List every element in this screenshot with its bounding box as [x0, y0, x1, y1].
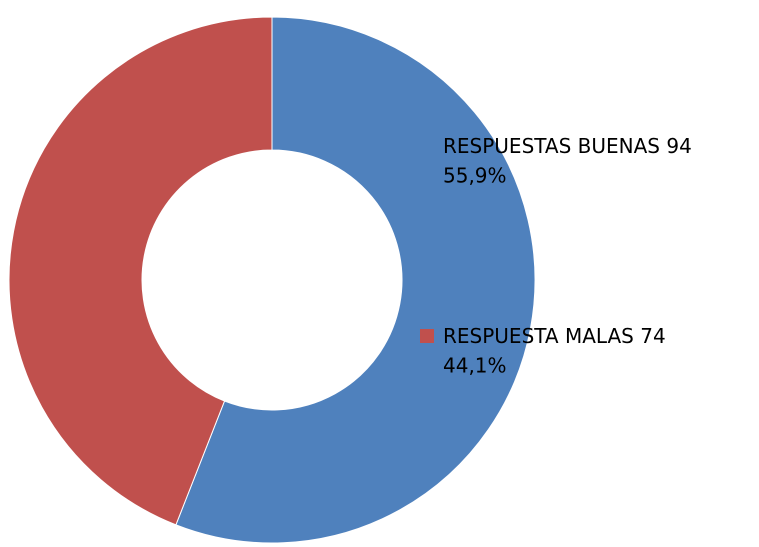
category-name: RESPUESTA MALAS: [443, 324, 634, 348]
donut-slice: [8, 16, 273, 526]
category-name: RESPUESTAS BUENAS: [443, 134, 660, 158]
legend-marker: [420, 139, 434, 153]
slice-label: RESPUESTA MALAS 74: [443, 324, 666, 348]
percentage-label: 44,1%: [443, 354, 507, 378]
legend-marker: [420, 329, 434, 343]
slice-label: RESPUESTAS BUENAS 94: [443, 134, 692, 158]
slice-value: 74: [640, 324, 665, 348]
slice-value: 94: [666, 134, 691, 158]
donut-slice: [175, 16, 536, 544]
percentage-label: 55,9%: [443, 164, 507, 188]
